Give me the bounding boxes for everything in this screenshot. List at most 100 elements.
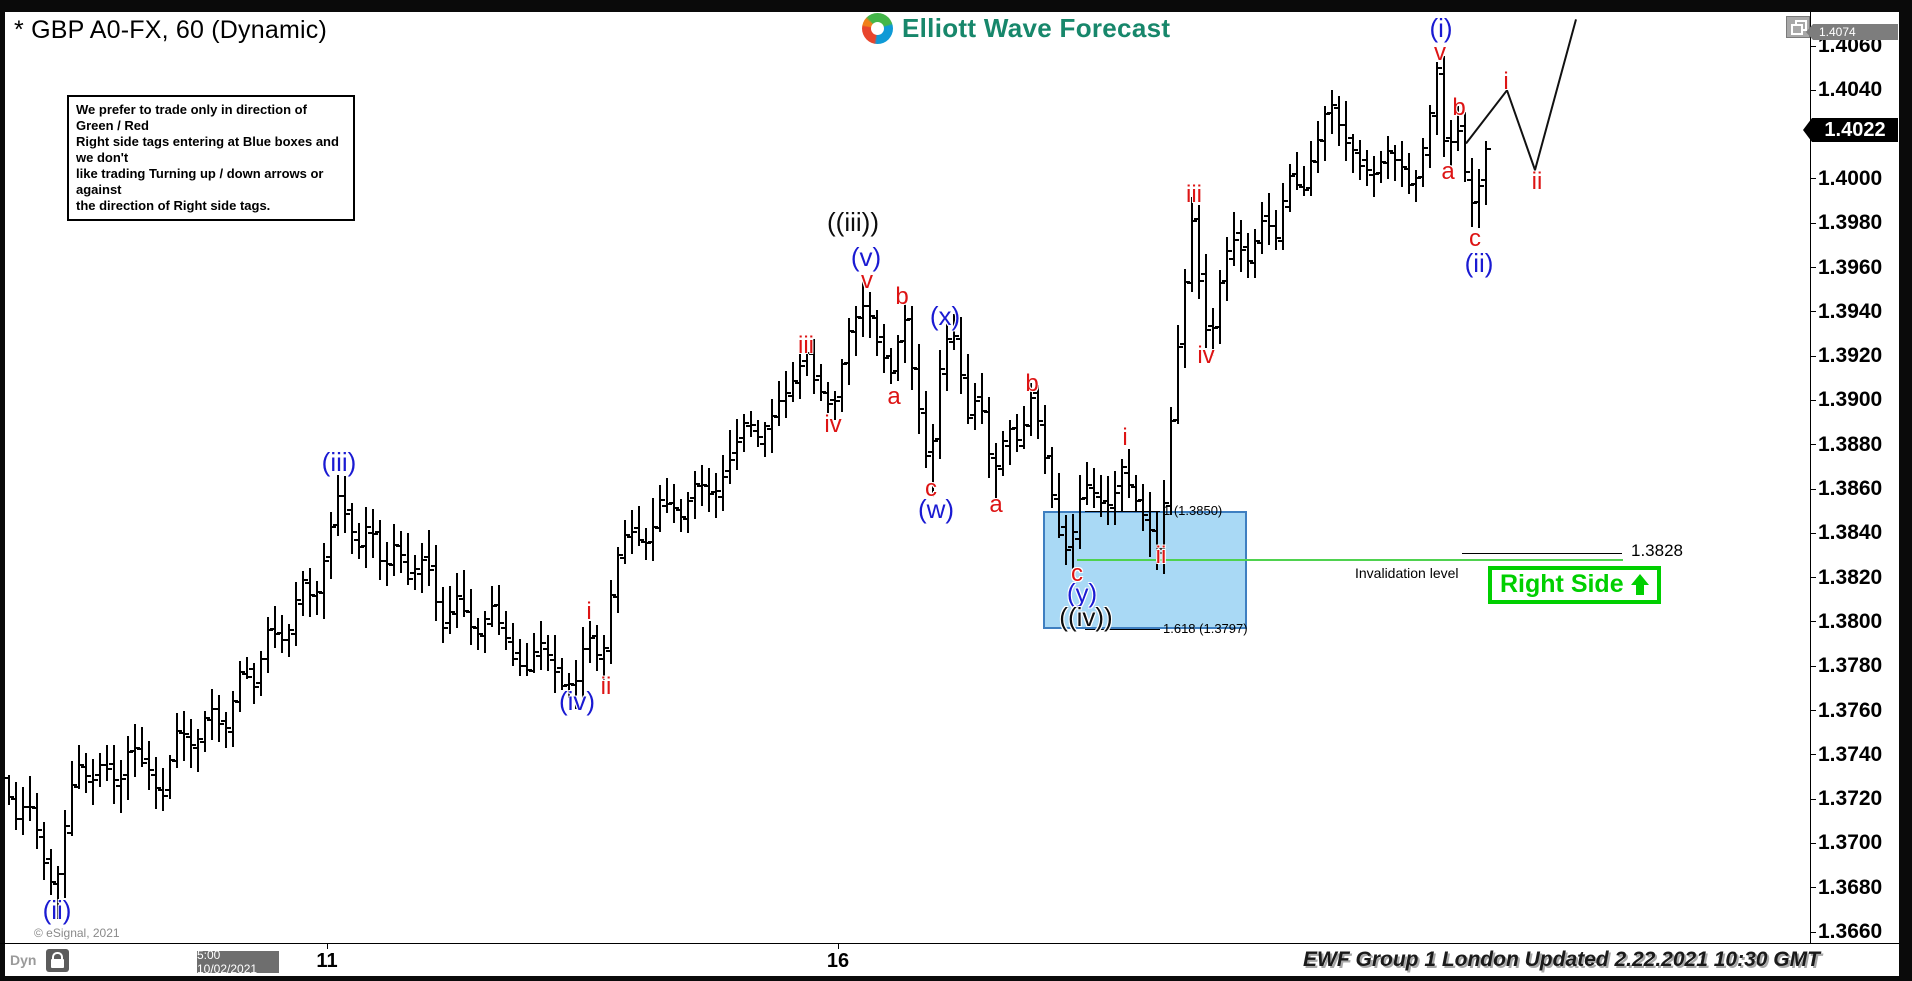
price-axis-label: 1.3820 — [1818, 565, 1883, 589]
current-price-tag: 1.4022 — [1803, 118, 1898, 143]
price-axis-tick — [1810, 754, 1816, 756]
price-axis-tick — [1810, 89, 1816, 91]
price-axis-tick — [1810, 798, 1816, 800]
up-arrow-icon — [1630, 573, 1649, 596]
right-side-tag: Right Side — [1488, 566, 1661, 604]
wave-label-iii: iii — [798, 332, 814, 359]
wave-label-i: i — [1122, 424, 1128, 451]
price-axis-tick — [1810, 267, 1816, 268]
wave-label-b: b — [1025, 370, 1039, 397]
price-axis-label: 1.3960 — [1818, 255, 1883, 279]
price-axis-tick — [1810, 311, 1816, 313]
wave-label-pivp: (iv) — [558, 686, 596, 716]
wave-label-b: b — [1452, 94, 1466, 121]
right-side-tag-text: Right Side — [1500, 570, 1624, 598]
window-bottom-border — [0, 976, 1912, 981]
fib-level-line — [1085, 511, 1160, 513]
wave-label-ii: ii — [1155, 542, 1167, 569]
timeline-separator — [0, 943, 1899, 944]
disclaimer-line: Right side tags entering at Blue boxes a… — [76, 134, 339, 165]
wave-label-iii: iii — [1186, 181, 1202, 208]
price-axis-label: 1.3980 — [1818, 211, 1883, 235]
disclaimer-line: the direction of Right side tags. — [76, 198, 271, 213]
brand-logo-icon — [862, 13, 893, 44]
wave-label-ppivpp: ((iv)) — [1059, 602, 1113, 632]
wave-label-pyp: (y) — [1066, 578, 1098, 608]
price-axis-label: 1.3940 — [1818, 299, 1883, 323]
wave-label-a: a — [1441, 158, 1455, 185]
price-axis-label: 1.3680 — [1818, 875, 1883, 899]
wave-label-c: c — [925, 475, 937, 502]
lock-icon[interactable] — [46, 949, 69, 972]
wave-label-a: a — [989, 491, 1003, 518]
brand-logo: Elliott Wave Forecast — [862, 13, 1170, 44]
price-axis-tick — [1810, 222, 1816, 224]
esignal-copyright: © eSignal, 2021 — [34, 926, 120, 940]
blue-box-buy-zone — [1043, 511, 1247, 629]
wave-label-pwp: (w) — [917, 494, 955, 524]
symbol-title: * GBP A0-FX, 60 (Dynamic) — [14, 16, 327, 44]
wave-label-i: i — [586, 598, 592, 625]
lock-body — [51, 959, 64, 968]
price-axis-tick — [1810, 399, 1816, 401]
price-axis-label: 1.3920 — [1818, 344, 1883, 368]
wave-label-v: v — [861, 267, 873, 294]
session-high-tag-notch — [1806, 23, 1813, 40]
price-axis-label: 1.3760 — [1818, 698, 1883, 722]
update-footer-note: EWF Group 1 London Updated 2.22.2021 10:… — [1303, 948, 1820, 971]
time-axis-day-label: 11 — [316, 950, 338, 972]
restore-window-glyph — [1791, 24, 1803, 35]
first-bar-date-tag[interactable]: 5:00 10/02/2021 — [197, 948, 279, 976]
wave-label-a: a — [887, 383, 901, 410]
current-price-tag-value: 1.4022 — [1812, 118, 1898, 143]
price-axis-label: 1.3800 — [1818, 609, 1883, 633]
wave-label-ii: ii — [1531, 168, 1543, 195]
price-axis-label: 1.3660 — [1818, 920, 1883, 943]
price-axis-label: 1.3840 — [1818, 521, 1883, 545]
price-axis-label: 1.3700 — [1818, 831, 1883, 855]
wave-label-iv: iv — [1197, 342, 1215, 369]
time-axis-day-label: 16 — [826, 950, 850, 972]
price-axis-label: 1.3860 — [1818, 477, 1883, 500]
current-price-tag-notch — [1803, 118, 1812, 143]
fib-level-label: 1 (1.3850) — [1163, 503, 1223, 519]
price-axis-tick — [1810, 577, 1816, 579]
session-high-tag-value: 1.4074 — [1813, 23, 1898, 40]
fib-level-line — [1085, 628, 1160, 630]
wave-label-v: v — [1434, 39, 1446, 66]
invalidation-level-label: Invalidation level — [1355, 564, 1459, 581]
window-left-border — [0, 0, 5, 981]
price-axis-label: 1.4000 — [1818, 166, 1883, 190]
window-right-border — [1899, 0, 1912, 981]
wave-label-piip: (ii) — [42, 895, 72, 925]
wave-label-pxp: (x) — [929, 301, 961, 331]
price-axis-tick — [1810, 45, 1816, 47]
price-axis-tick — [1810, 532, 1816, 534]
price-axis-tick — [1810, 887, 1816, 889]
price-axis-label: 1.3880 — [1818, 432, 1883, 456]
price-axis-label: 1.3780 — [1818, 654, 1883, 678]
wave-label-ppiiipp: ((iii)) — [827, 207, 879, 237]
price-axis-tick — [1810, 621, 1816, 623]
price-axis-label: 1.3740 — [1818, 742, 1883, 766]
window-top-border — [0, 0, 1912, 12]
price-axis-tick — [1810, 488, 1816, 490]
price-axis-tick — [1810, 444, 1816, 446]
invalidation-price-value: 1.3828 — [1631, 540, 1683, 560]
price-axis-label: 1.3720 — [1818, 787, 1883, 811]
price-axis-tick — [1810, 931, 1816, 933]
lock-shackle — [52, 952, 63, 961]
price-axis-tick — [1810, 710, 1816, 711]
fib-level-label: 1.618 (1.3797) — [1163, 620, 1248, 636]
brand-logo-text: Elliott Wave Forecast — [902, 13, 1171, 43]
price-level-line — [1462, 552, 1622, 554]
wave-label-pip: (i) — [1429, 13, 1453, 43]
trading-disclaimer-note: We prefer to trade only in direction of … — [67, 95, 355, 221]
wave-label-b: b — [895, 283, 909, 310]
dyn-mode-label: Dyn — [10, 952, 37, 968]
price-axis-label: 1.4040 — [1818, 78, 1883, 102]
disclaimer-line: like trading Turning up / down arrows or… — [76, 166, 324, 197]
time-axis-tick — [327, 943, 328, 949]
price-axis-tick — [1810, 665, 1816, 667]
